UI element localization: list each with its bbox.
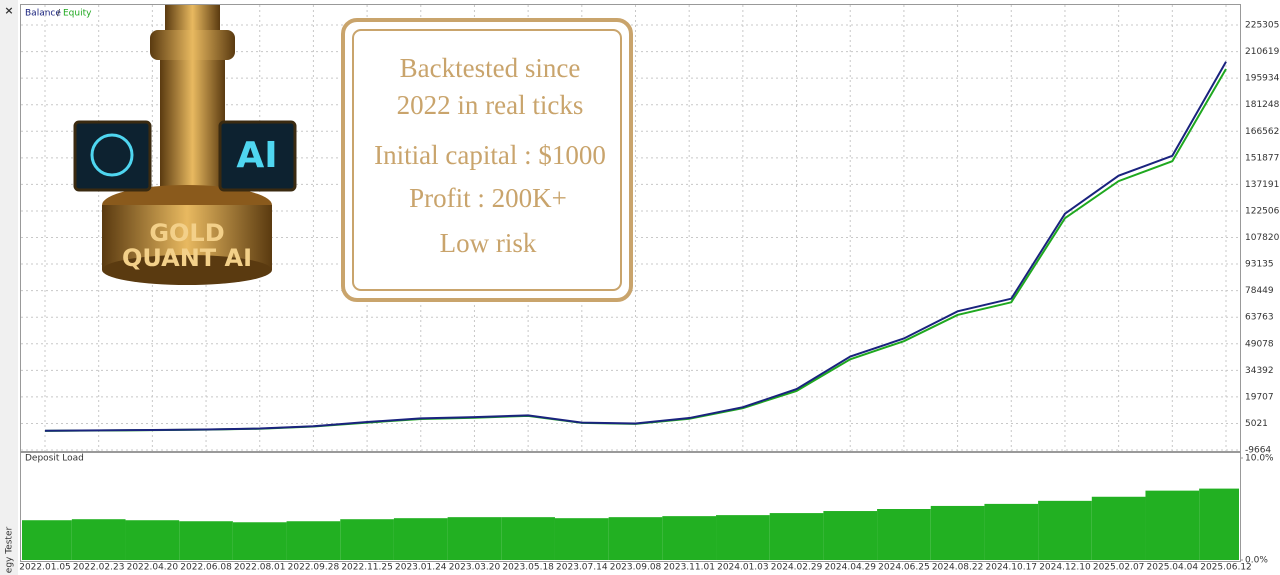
side-label: egy Tester — [5, 527, 15, 574]
x-tick-label: 2024.12.10 — [1039, 563, 1091, 573]
bar — [501, 517, 555, 560]
logo: AI GOLD QUANT AI — [73, 5, 297, 285]
bar — [877, 509, 931, 560]
promo-text: Low risk — [440, 228, 537, 258]
y-tick-label: 5021 — [1245, 419, 1268, 429]
legend-entry: Balance — [25, 9, 61, 19]
close-button[interactable]: × — [4, 4, 13, 17]
bar — [232, 522, 287, 560]
x-tick-label: 2023.05.18 — [502, 563, 554, 573]
logo-screen-text: AI — [236, 135, 277, 176]
bar — [447, 517, 502, 560]
promo-text: Initial capital : $1000 — [374, 140, 606, 170]
bar — [286, 521, 341, 560]
x-tick-label: 2022.06.08 — [180, 563, 232, 573]
x-tick-label: 2022.04.20 — [127, 563, 179, 573]
x-tick-label: 2025.04.04 — [1147, 563, 1199, 573]
panel-title: Deposit Load — [25, 454, 84, 464]
logo-text: QUANT AI — [122, 244, 252, 272]
x-tick-label: 2024.08.22 — [932, 563, 984, 573]
bar — [716, 515, 770, 560]
side-panel — [0, 0, 18, 575]
y-tick-label: 210619 — [1245, 47, 1280, 57]
x-tick-label: 2023.11.01 — [663, 563, 715, 573]
bar — [179, 521, 233, 560]
y-tick-label: 151877 — [1245, 153, 1279, 163]
x-tick-label: 2025.02.07 — [1093, 563, 1145, 573]
x-tick-label: 2024.10.17 — [986, 563, 1038, 573]
x-tick-label: 2023.01.24 — [395, 563, 447, 573]
promo-box: Backtested since 2022 in real ticks Init… — [341, 18, 633, 302]
promo-text: Backtested since — [400, 53, 581, 83]
x-tick-label: 2023.09.08 — [610, 563, 662, 573]
x-tick-label: 2024.01.03 — [717, 563, 769, 573]
y-tick-label: 181248 — [1245, 100, 1280, 110]
bar — [1145, 490, 1200, 560]
bar — [769, 513, 824, 560]
y-tick-label: 34392 — [1245, 366, 1274, 376]
y-tick-label: 166562 — [1245, 127, 1279, 137]
bar — [22, 520, 72, 560]
y-tick-label: 49078 — [1245, 339, 1274, 349]
x-tick-label: 2023.03.20 — [449, 563, 501, 573]
bar — [554, 518, 609, 560]
series-line — [44, 61, 1227, 432]
y-tick-label: 63763 — [1245, 313, 1274, 323]
x-tick-label: 2024.06.25 — [878, 563, 930, 573]
bar — [340, 519, 394, 560]
y-tick-label: 137191 — [1245, 180, 1279, 190]
y-tick-label: 195934 — [1245, 74, 1280, 84]
bar — [1038, 500, 1092, 560]
promo-text: 2022 in real ticks — [397, 90, 584, 120]
y-tick-label: 10.0% — [1245, 454, 1274, 464]
legend-entry: Equity — [63, 9, 92, 19]
bar — [1091, 496, 1146, 560]
y-tick-label: 0.0% — [1245, 556, 1268, 566]
logo-text: GOLD — [149, 219, 224, 247]
bar — [662, 516, 717, 560]
x-tick-label: 2024.02.29 — [771, 563, 823, 573]
y-tick-label: 19707 — [1245, 392, 1274, 402]
bar — [984, 503, 1039, 560]
bar — [71, 519, 126, 560]
bar — [608, 517, 663, 560]
x-tick-label: 2022.08.01 — [234, 563, 286, 573]
x-tick-label: 2025.06.12 — [1200, 563, 1252, 573]
bar — [393, 518, 448, 560]
x-tick-label: 2022.09.28 — [288, 563, 340, 573]
y-tick-label: -9664 — [1245, 446, 1271, 456]
x-tick-label: 2024.04.29 — [824, 563, 876, 573]
y-tick-label: 225305 — [1245, 21, 1279, 31]
y-tick-label: 107820 — [1245, 233, 1280, 243]
x-tick-label: 2022.11.25 — [341, 563, 393, 573]
y-tick-label: 122506 — [1245, 206, 1280, 216]
x-tick-label: 2023.07.14 — [556, 563, 608, 573]
bar — [125, 520, 180, 560]
bar — [930, 505, 985, 560]
bar — [823, 511, 878, 560]
y-tick-label: 78449 — [1245, 286, 1274, 296]
x-tick-label: 2022.01.05 — [19, 563, 71, 573]
bar — [1199, 488, 1239, 560]
promo-text: Profit : 200K+ — [409, 183, 567, 213]
y-tick-label: 93135 — [1245, 260, 1274, 270]
legend-separator: / — [57, 9, 61, 19]
x-tick-label: 2022.02.23 — [73, 563, 125, 573]
